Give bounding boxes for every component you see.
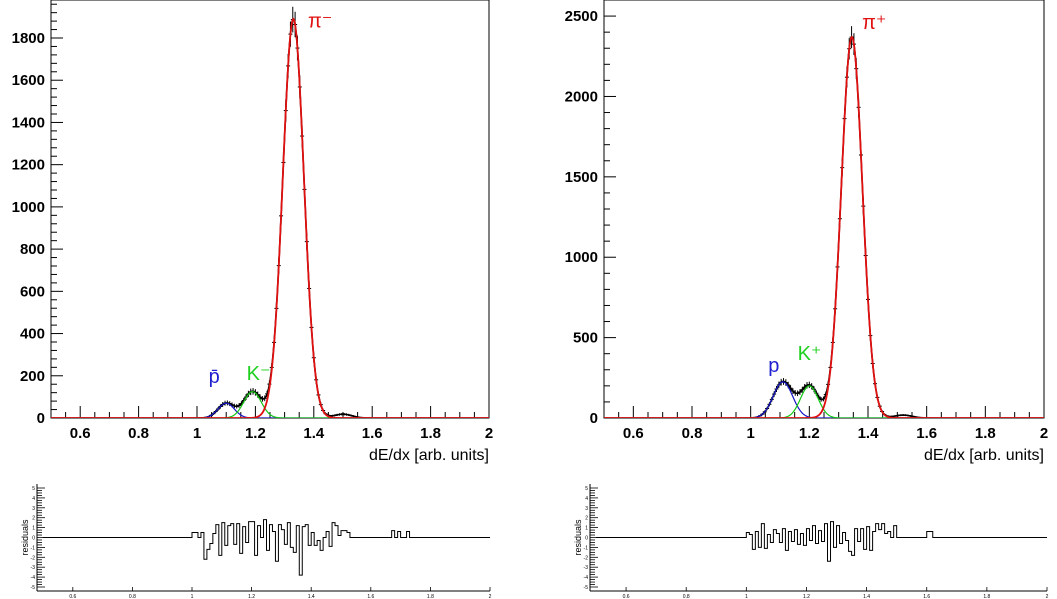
residual-y-tick-label: -5 [584, 585, 589, 591]
left-panel-negative: 0.6 0.8 1 1.2 1.4 1.6 1.8 202004006008001000120… [12, 0, 493, 599]
residual-x-tick-label: 1.4 [308, 594, 315, 599]
pion-fit-line [51, 17, 489, 418]
residual-x-tick-label: 2 [489, 594, 492, 599]
kaon-fit-line [604, 385, 1044, 418]
residual-y-tick-label: -3 [584, 565, 589, 571]
residual-y-tick-label: -4 [31, 575, 36, 581]
residual-y-tick-label: 3 [32, 506, 35, 512]
residual-y-tick-label: 4 [32, 496, 35, 502]
residual-x-tick-label: 1.6 [923, 594, 930, 599]
right-panel-positive: 0.6 0.8 1 1.2 1.4 1.6 1.8 205001000150020002500… [565, 0, 1049, 599]
x-tick-label: 1.8 [420, 425, 441, 442]
residual-y-tick-label: 5 [32, 486, 35, 492]
y-tick-label: 2500 [565, 8, 598, 25]
residual-x-tick-label: 1.2 [248, 594, 255, 599]
peak-label: K⁺ [798, 343, 822, 365]
residual-y-tick-label: 5 [585, 486, 588, 492]
residual-histogram [43, 519, 490, 576]
plot-frame [50, 0, 490, 419]
x-tick-label: 0.8 [682, 425, 703, 442]
y-tick-label: 800 [20, 241, 45, 258]
x-tick-label: 1.6 [916, 425, 937, 442]
residual-y-tick-label: -5 [31, 585, 36, 591]
peak-label: p̄ [209, 366, 220, 388]
residual-y-tick-label: 0 [32, 536, 35, 542]
x-tick-label: 1.8 [975, 425, 996, 442]
y-tick-label: 2000 [565, 88, 598, 105]
x-tick-label: 1.4 [303, 425, 325, 442]
residual-y-tick-label: -2 [31, 555, 36, 561]
residual-y-tick-label: 0 [585, 536, 588, 542]
residual-histogram [596, 521, 1047, 562]
y-tick-label: 1500 [565, 169, 598, 186]
residual-y-tick-label: 1 [585, 526, 588, 532]
residual-y-tick-label: -2 [584, 555, 589, 561]
residual-x-tick-label: 1.2 [803, 594, 810, 599]
peak-label: π⁻ [308, 10, 332, 32]
x-tick-label: 0.6 [623, 425, 644, 442]
kaon-fit-line [51, 391, 489, 418]
x-tick-label: 0.6 [70, 425, 91, 442]
residual-x-tick-label: 1.8 [983, 594, 990, 599]
residual-y-axis-title: residuals [573, 519, 583, 556]
x-tick-label: 2 [485, 425, 493, 442]
y-tick-label: 400 [20, 326, 45, 343]
total-fit-line [51, 17, 489, 418]
total-fit-line [604, 35, 1044, 418]
y-tick-label: 0 [590, 410, 598, 427]
residual-y-tick-label: -1 [31, 545, 36, 551]
x-tick-label: 1 [746, 425, 754, 442]
x-tick-label: 0.8 [128, 425, 149, 442]
residual-x-tick-label: 1 [191, 594, 194, 599]
y-tick-label: 500 [573, 330, 598, 347]
residual-y-tick-label: 4 [585, 496, 588, 502]
x-tick-label: 1.4 [858, 425, 880, 442]
residual-x-tick-label: 1.8 [427, 594, 434, 599]
pion-fit-line [604, 35, 1044, 418]
x-axis-title: dE/dx [arb. units] [369, 447, 489, 464]
peak-label: π⁺ [862, 12, 886, 34]
residual-x-tick-label: 1 [745, 594, 748, 599]
residual-y-tick-label: 2 [585, 516, 588, 522]
y-tick-label: 0 [37, 410, 45, 427]
residual-x-tick-label: 0.6 [69, 594, 76, 599]
residual-y-tick-label: -3 [31, 565, 36, 571]
y-tick-label: 1800 [12, 30, 45, 47]
residual-y-tick-label: 1 [32, 526, 35, 532]
curve-group [51, 6, 489, 418]
peak-label: K⁻ [247, 363, 271, 385]
residual-y-axis-title: residuals [20, 519, 30, 556]
residual-x-tick-label: 0.6 [623, 594, 630, 599]
residual-x-tick-label: 2 [1046, 594, 1049, 599]
y-tick-label: 1000 [565, 249, 598, 266]
plot-frame [603, 0, 1045, 419]
y-tick-label: 1200 [12, 157, 45, 174]
y-tick-label: 1000 [12, 199, 45, 216]
residual-x-tick-label: 1.4 [863, 594, 870, 599]
y-tick-label: 1400 [12, 114, 45, 131]
residual-x-tick-label: 1.6 [367, 594, 374, 599]
x-tick-label: 1.2 [245, 425, 266, 442]
x-tick-label: 1 [193, 425, 201, 442]
residual-y-tick-label: -4 [584, 575, 589, 581]
y-tick-label: 600 [20, 283, 45, 300]
residual-x-tick-label: 0.8 [129, 594, 136, 599]
y-tick-label: 1600 [12, 72, 45, 89]
residual-y-tick-label: 3 [585, 506, 588, 512]
residual-y-tick-label: -1 [584, 545, 589, 551]
x-tick-label: 1.2 [799, 425, 820, 442]
residual-y-tick-label: 2 [32, 516, 35, 522]
y-tick-label: 200 [20, 368, 45, 385]
x-tick-label: 2 [1040, 425, 1048, 442]
curve-group [604, 26, 1044, 418]
residual-x-tick-label: 0.8 [683, 594, 690, 599]
x-axis-title: dE/dx [arb. units] [924, 447, 1044, 464]
x-tick-label: 1.6 [362, 425, 383, 442]
peak-label: p [768, 355, 779, 377]
